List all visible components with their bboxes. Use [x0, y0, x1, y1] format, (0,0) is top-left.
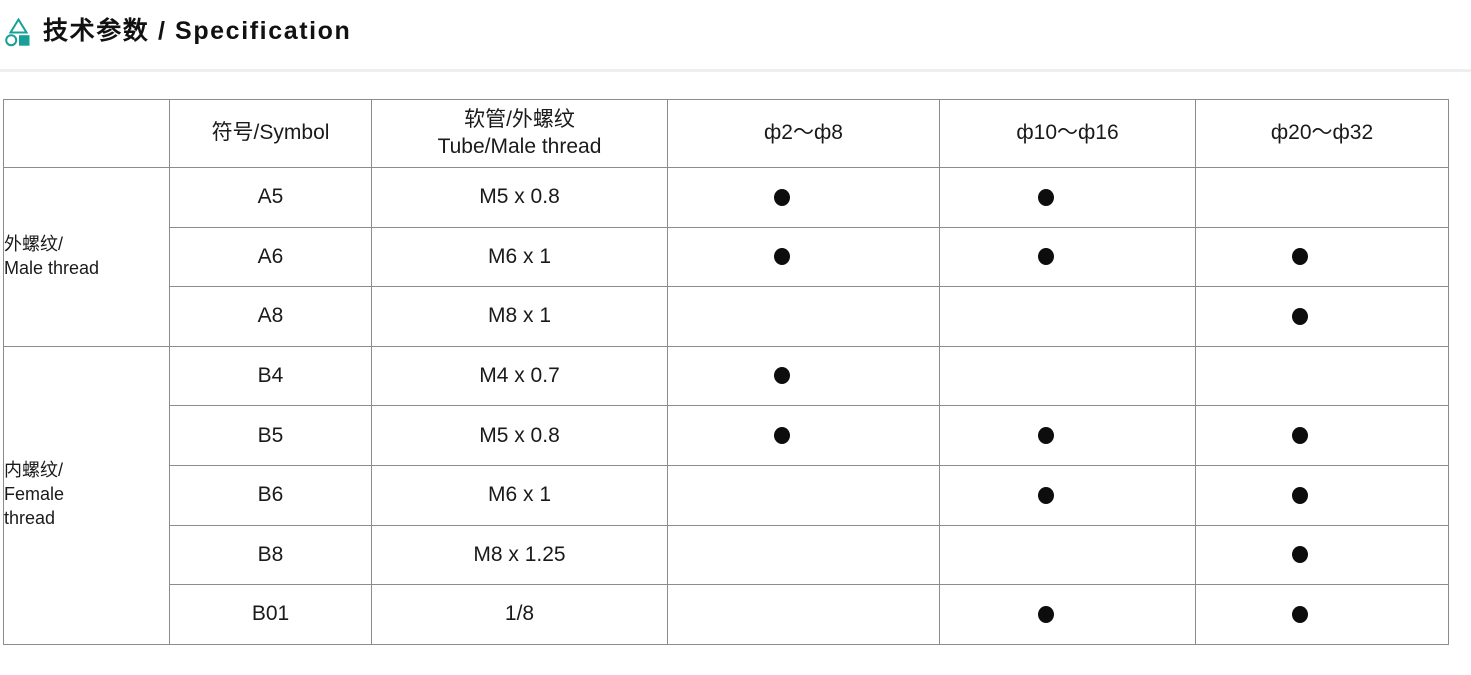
- cell-thread: M8 x 1.25: [371, 524, 668, 586]
- header-thread-line2: Tube/Male thread: [437, 134, 602, 158]
- group-label-line-2: Female: [4, 484, 65, 505]
- cell-diameter-20-32: [1195, 584, 1449, 645]
- availability-dot: [1037, 248, 1054, 266]
- header-cell-diameter-2-8: ф2～ф8: [667, 99, 940, 168]
- table-row: B01 1/8: [4, 584, 1449, 645]
- cell-diameter-10-16: [939, 405, 1196, 466]
- cell-symbol: B5: [169, 405, 372, 466]
- header-cell-diameter-10-16: ф10～ф16: [939, 99, 1196, 168]
- header-cell-thread: 软管/外螺纹 Tube/Male thread: [371, 99, 668, 168]
- availability-dot: [773, 426, 790, 444]
- cell-diameter-20-32: [1195, 226, 1449, 288]
- specification-table: 符号/Symbol 软管/外螺纹 Tube/Male thread ф2～ф8 …: [3, 99, 1449, 645]
- table-row: 内螺纹/ Female thread B4 M4 x 0.7: [3, 345, 1449, 645]
- cell-thread: M6 x 1: [371, 226, 668, 288]
- header-symbol-line1: 符号/Symbol: [211, 121, 330, 145]
- cell-diameter-2-8: [667, 405, 940, 466]
- header-d3-label: ф20～ф32: [1270, 121, 1374, 145]
- page-header: 技术参数 / Specification: [0, 0, 1471, 72]
- table-row: A8 M8 x 1: [4, 286, 1449, 347]
- cell-thread: M8 x 1: [371, 286, 668, 347]
- header-cell-symbol: 符号/Symbol: [169, 99, 372, 168]
- availability-dot: [1292, 605, 1308, 623]
- cell-thread: M4 x 0.7: [371, 345, 668, 407]
- cell-symbol: B8: [169, 524, 372, 586]
- cell-thread: M5 x 0.8: [371, 167, 668, 228]
- cell-diameter-2-8: [667, 584, 940, 645]
- availability-dot: [1292, 248, 1308, 266]
- cell-symbol: B4: [169, 345, 372, 407]
- cell-diameter-2-8: [667, 226, 940, 288]
- cell-diameter-20-32: [1195, 286, 1449, 347]
- group-label-line-1: 外螺纹/: [4, 233, 64, 254]
- cell-diameter-2-8: [667, 286, 940, 347]
- cell-thread: M6 x 1: [371, 464, 668, 526]
- cell-diameter-20-32: [1195, 405, 1449, 466]
- cell-thread: M5 x 0.8: [371, 405, 668, 466]
- group-label-female-thread: 内螺纹/ Female thread: [3, 345, 170, 645]
- cell-symbol: A6: [169, 226, 372, 288]
- header-cell-diameter-20-32: ф20～ф32: [1195, 99, 1449, 168]
- availability-dot: [773, 248, 790, 266]
- table-row: B5 M5 x 0.8: [4, 405, 1449, 466]
- cell-diameter-10-16: [939, 286, 1196, 347]
- shapes-logo-icon: [5, 17, 33, 47]
- cell-diameter-2-8: [667, 167, 940, 228]
- availability-dot: [1292, 307, 1308, 325]
- specification-table-wrapper: 符号/Symbol 软管/外螺纹 Tube/Male thread ф2～ф8 …: [3, 99, 1449, 645]
- availability-dot: [1037, 426, 1054, 444]
- table-body: 外螺纹/ Male thread A5 M5 x 0.8 A6 M6 x 1 A…: [3, 167, 1449, 645]
- table-row: B6 M6 x 1: [4, 464, 1449, 526]
- group-label-line-1: 内螺纹/: [4, 460, 64, 481]
- header-divider: [0, 69, 1471, 72]
- cell-thread: 1/8: [371, 584, 668, 645]
- cell-diameter-10-16: [939, 584, 1196, 645]
- availability-dot: [1292, 426, 1308, 444]
- group-label-male-thread: 外螺纹/ Male thread: [3, 167, 170, 347]
- cell-diameter-20-32: [1195, 167, 1449, 228]
- availability-dot: [1037, 486, 1054, 504]
- group-label-line-2: Male thread: [4, 257, 100, 278]
- availability-dot: [773, 188, 790, 206]
- table-row: 外螺纹/ Male thread A5 M5 x 0.8: [3, 167, 1449, 347]
- header-cell-group: [3, 99, 170, 168]
- cell-diameter-20-32: [1195, 464, 1449, 526]
- header-inner: 技术参数 / Specification: [0, 0, 1471, 62]
- header-d1-label: ф2～ф8: [764, 121, 843, 145]
- cell-diameter-2-8: [667, 345, 940, 407]
- availability-dot: [1037, 188, 1054, 206]
- cell-diameter-2-8: [667, 524, 940, 586]
- cell-diameter-20-32: [1195, 524, 1449, 586]
- cell-diameter-10-16: [939, 167, 1196, 228]
- header-thread-line1: 软管/外螺纹: [464, 107, 575, 131]
- cell-diameter-10-16: [939, 524, 1196, 586]
- availability-dot: [1292, 486, 1308, 504]
- availability-dot: [773, 367, 790, 385]
- cell-diameter-10-16: [939, 464, 1196, 526]
- cell-diameter-10-16: [939, 226, 1196, 288]
- header-d2-label: ф10～ф16: [1016, 121, 1119, 145]
- group-label-line-3: thread: [4, 508, 56, 529]
- cell-diameter-20-32: [1195, 345, 1449, 407]
- cell-symbol: A8: [169, 286, 372, 347]
- cell-diameter-10-16: [939, 345, 1196, 407]
- cell-symbol: B6: [169, 464, 372, 526]
- table-header-row: 符号/Symbol 软管/外螺纹 Tube/Male thread ф2～ф8 …: [3, 99, 1449, 168]
- cell-symbol: A5: [169, 167, 372, 228]
- table-row: B8 M8 x 1.25: [4, 524, 1449, 586]
- cell-symbol: B01: [169, 584, 372, 645]
- cell-diameter-2-8: [667, 464, 940, 526]
- availability-dot: [1292, 546, 1308, 564]
- table-row: A6 M6 x 1: [4, 226, 1449, 288]
- page-title: 技术参数 / Specification: [43, 16, 352, 45]
- availability-dot: [1037, 605, 1054, 623]
